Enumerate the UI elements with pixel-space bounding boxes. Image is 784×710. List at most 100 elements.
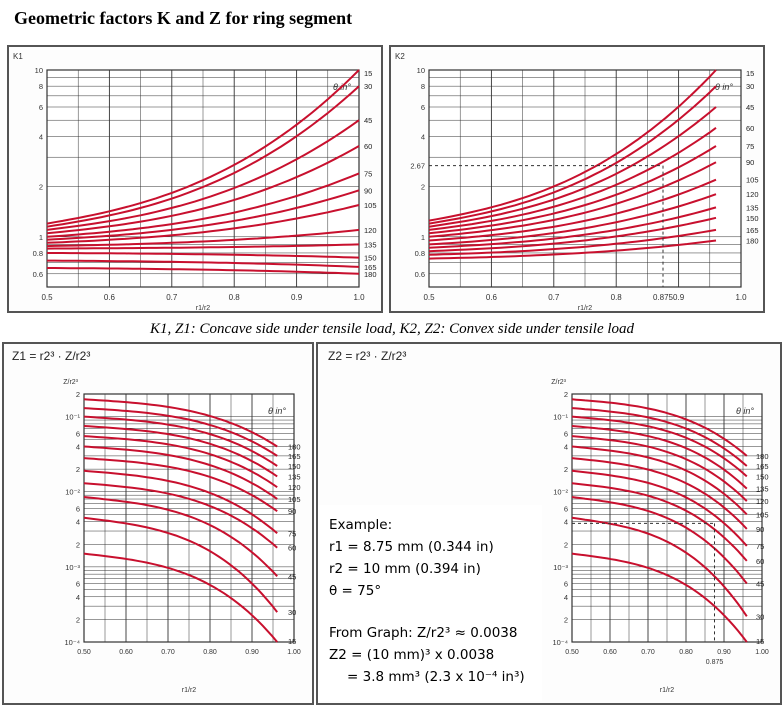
curve-theta-90 xyxy=(83,457,278,513)
series-label-105: 105 xyxy=(746,176,759,185)
series-label-90: 90 xyxy=(364,186,372,195)
y-tick-label: 6 xyxy=(76,429,80,438)
corner-label: K1 xyxy=(13,52,23,61)
x-tick-label: 1.00 xyxy=(287,649,301,656)
y-tick-label: 2 xyxy=(564,390,568,399)
y-axis-label: Z/r2³ xyxy=(551,379,566,386)
theta-label: θ in° xyxy=(736,406,754,416)
series-label-45: 45 xyxy=(756,580,764,589)
curve-theta-30 xyxy=(428,85,717,225)
x-tick-label: 0.7 xyxy=(548,293,560,302)
x-tick-label: 0.8 xyxy=(229,293,241,302)
curve-theta-15 xyxy=(428,69,717,222)
x-tick-label: 0.90 xyxy=(717,649,731,656)
x-tick-label: 0.70 xyxy=(161,649,175,656)
curve-theta-120 xyxy=(571,435,748,502)
curve-theta-15 xyxy=(46,69,360,225)
series-label-30: 30 xyxy=(364,82,372,91)
page-title: Geometric factors K and Z for ring segme… xyxy=(14,8,353,28)
series-label-165: 165 xyxy=(756,462,769,471)
y-tick-label: 4 xyxy=(564,593,568,602)
curve-theta-90 xyxy=(428,161,717,238)
series-label-105: 105 xyxy=(364,201,377,210)
curve-theta-75 xyxy=(428,145,717,235)
figure-caption: K1, Z1: Concave side under tensile load,… xyxy=(149,321,635,337)
x-tick-label: 0.9 xyxy=(673,293,685,302)
series-label-150: 150 xyxy=(364,254,377,263)
x-tick-label: 0.5 xyxy=(41,293,53,302)
series-label-30: 30 xyxy=(746,82,754,91)
y-tick-label: 10⁻⁴ xyxy=(552,638,568,647)
x-tick-label: 0.60 xyxy=(119,649,133,656)
x-tick-label: 0.60 xyxy=(603,649,617,656)
curve-theta-60 xyxy=(46,145,360,235)
y-tick-label: 2 xyxy=(564,540,568,549)
y-tick-label: 1 xyxy=(421,233,425,242)
y-tick-label: 6 xyxy=(564,429,568,438)
x-tick-label: 0.9 xyxy=(291,293,303,302)
series-label-60: 60 xyxy=(364,142,372,151)
y-tick-label: 2 xyxy=(76,465,80,474)
series-label-45: 45 xyxy=(364,116,372,125)
y-tick-label: 2 xyxy=(564,615,568,624)
series-label-60: 60 xyxy=(288,544,296,553)
curve-theta-180 xyxy=(571,398,748,457)
curve-theta-150 xyxy=(571,415,748,478)
curve-theta-75 xyxy=(46,172,360,238)
x-axis-label: r1/r2 xyxy=(578,305,593,312)
curve-theta-120 xyxy=(83,435,278,489)
series-label-135: 135 xyxy=(288,472,301,481)
y-tick-label: 1 xyxy=(39,233,43,242)
y-tick-label: 6 xyxy=(76,580,80,589)
series-label-75: 75 xyxy=(288,529,296,538)
curve-theta-120 xyxy=(428,193,717,246)
series-label-120: 120 xyxy=(364,226,377,235)
curve-theta-150 xyxy=(47,252,360,259)
example-z2-line1: Z2 = (10 mm)³ x 0.0038 xyxy=(329,647,495,663)
x-tick-label: 0.50 xyxy=(565,649,579,656)
curve-theta-45 xyxy=(571,496,748,585)
y-tick-label: 0.8 xyxy=(33,249,43,258)
formula-label: Z1 = r2³ · Z/r2³ xyxy=(12,349,90,363)
y-tick-label: 8 xyxy=(421,82,425,91)
y-tick-label: 6 xyxy=(421,103,425,112)
curve-theta-90 xyxy=(571,457,748,530)
y-tick-label: 10⁻³ xyxy=(553,563,568,572)
series-label-120: 120 xyxy=(756,497,769,506)
y-tick-label: 10⁻³ xyxy=(65,563,80,572)
series-label-75: 75 xyxy=(746,142,754,151)
theta-label: θ in° xyxy=(268,406,286,416)
curve-theta-45 xyxy=(428,106,717,228)
series-label-105: 105 xyxy=(756,510,769,519)
x-tick-label: 0.6 xyxy=(104,293,116,302)
y-tick-label: 2.67 xyxy=(410,162,425,171)
x-tick-label: 0.80 xyxy=(203,649,217,656)
chart-k2: 0.5 0.6 0.7 0.8 0.875 0.9 1.0r1/r2108642.67210… xyxy=(389,45,765,313)
y-tick-label: 4 xyxy=(421,132,425,141)
x-tick-label: 0.6 xyxy=(486,293,498,302)
series-label-60: 60 xyxy=(756,557,764,566)
curve-theta-180 xyxy=(83,398,278,448)
curve-theta-135 xyxy=(571,425,748,490)
x-tick-label: 0.70 xyxy=(641,649,655,656)
curve-theta-60 xyxy=(428,126,717,231)
series-label-150: 150 xyxy=(756,472,769,481)
x-tick-label: 0.8 xyxy=(611,293,623,302)
series-label-30: 30 xyxy=(288,608,296,617)
series-label-45: 45 xyxy=(746,103,754,112)
y-tick-label: 8 xyxy=(39,82,43,91)
curve-theta-120 xyxy=(46,228,360,248)
example-theta: θ = 75° xyxy=(329,583,382,599)
y-tick-label: 4 xyxy=(564,518,568,527)
curve-theta-30 xyxy=(46,85,360,228)
y-tick-label: 10 xyxy=(35,66,43,75)
curve-theta-150 xyxy=(83,415,278,467)
y-tick-label: 2 xyxy=(39,183,43,192)
series-label-135: 135 xyxy=(364,240,377,249)
x-tick-label: 1.00 xyxy=(755,649,769,656)
x-axis-label: r1/r2 xyxy=(182,687,197,694)
example-heading: Example: xyxy=(329,517,393,533)
y-tick-label: 4 xyxy=(76,518,80,527)
series-label-150: 150 xyxy=(288,462,301,471)
series-label-165: 165 xyxy=(746,226,759,235)
